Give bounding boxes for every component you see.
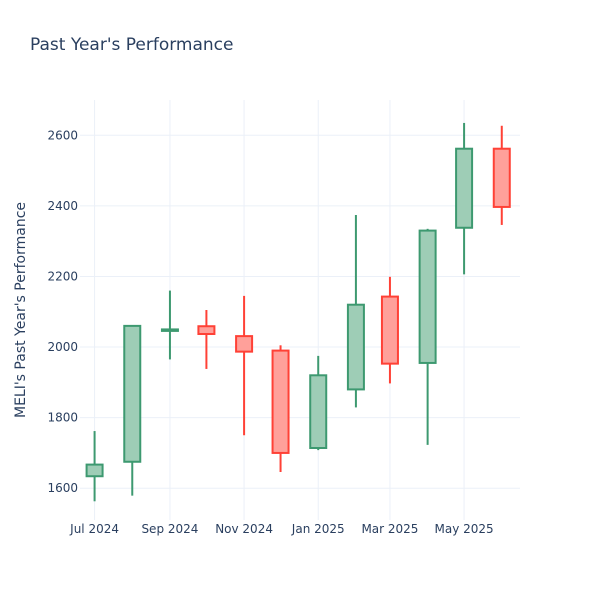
candle-body [492,147,511,208]
candle-body [418,229,437,364]
candle-body [271,349,290,454]
candle-decreasing [197,310,216,369]
candle-body [309,374,328,450]
x-tick-label: Jan 2025 [291,522,345,536]
candle-increasing [455,122,474,275]
candle-body [85,463,104,478]
x-tick-label: Nov 2024 [215,522,273,536]
y-axis-title: MELI's Past Year's Performance [13,202,29,418]
candle-body [160,328,179,332]
candle-increasing [123,324,142,496]
y-tick-label: 1800 [47,411,78,425]
x-tick-label: Jul 2024 [69,522,119,536]
y-tick-label: 1600 [47,481,78,495]
x-tick-label: Mar 2025 [361,522,418,536]
x-tick-label: May 2025 [435,522,494,536]
candle-body [123,324,142,463]
candle-increasing [346,215,365,408]
candle-decreasing [271,345,290,472]
candle-increasing [309,355,328,451]
candle-increasing [85,431,104,502]
y-tick-label: 2600 [47,128,78,142]
candle-body [455,147,474,229]
candle-decreasing [492,125,511,225]
axis-ticks: 1600 1800 2000 2200 2400 2600 Jul 2024 Sep 2024… [47,128,493,536]
grid [80,100,520,520]
candle-decreasing [235,295,254,436]
candle-body [235,335,254,353]
candles [85,122,511,502]
candle-increasing [160,290,179,360]
candle-body [380,295,399,365]
candle-body [346,303,365,391]
y-tick-label: 2000 [47,340,78,354]
y-tick-label: 2200 [47,269,78,283]
candle-increasing [418,228,437,445]
candle-decreasing [380,276,399,384]
candle-body [197,325,216,335]
x-tick-label: Sep 2024 [141,522,198,536]
chart-title: Past Year's Performance [30,35,234,55]
y-tick-label: 2400 [47,199,78,213]
